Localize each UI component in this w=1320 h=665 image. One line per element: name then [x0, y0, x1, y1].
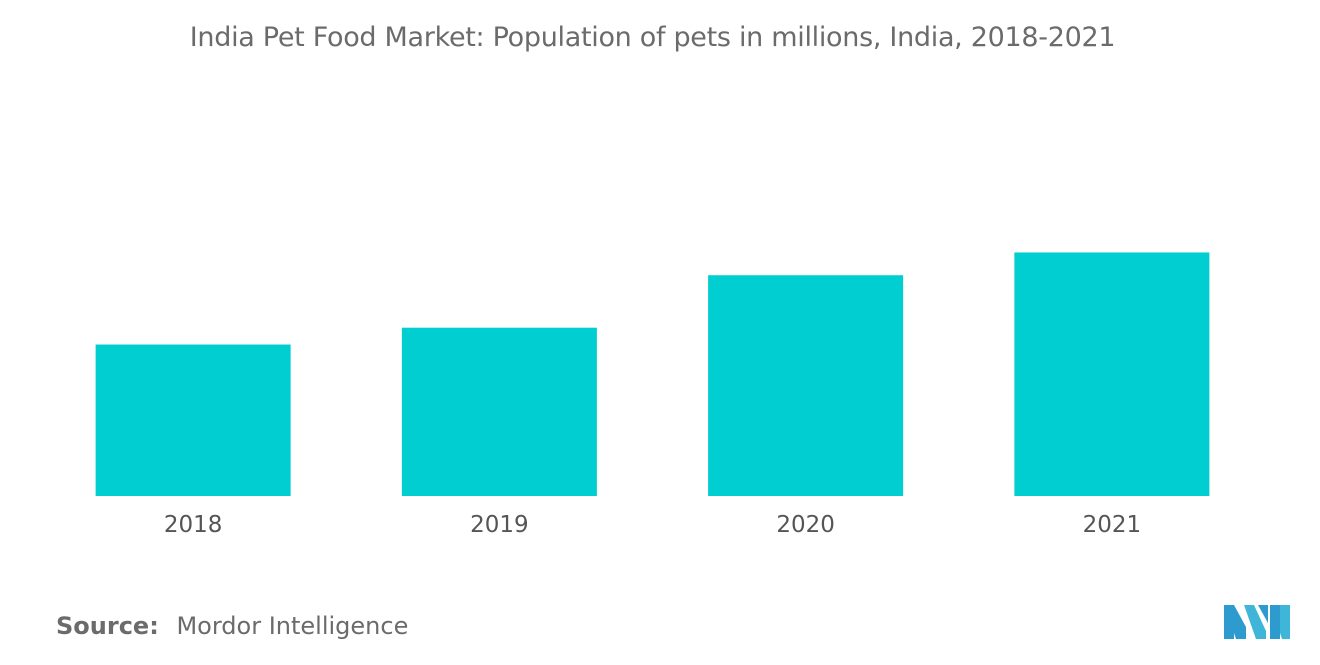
- bar-2020: [708, 275, 904, 496]
- source-line: Source: Mordor Intelligence: [56, 612, 408, 640]
- x-tick-label-2019: 2019: [470, 512, 529, 538]
- x-tick-label-2021: 2021: [1083, 512, 1142, 538]
- bar-2018: [95, 344, 291, 496]
- mordor-intelligence-logo-icon: [1224, 603, 1290, 644]
- chart-title: India Pet Food Market: Population of pet…: [189, 22, 1116, 53]
- source-label: Source:: [56, 612, 159, 640]
- x-tick-label-2018: 2018: [164, 512, 223, 538]
- bar-2019: [401, 327, 597, 496]
- bar-2021: [1014, 252, 1210, 496]
- x-tick-label-2020: 2020: [776, 512, 835, 538]
- source-value: Mordor Intelligence: [176, 612, 409, 640]
